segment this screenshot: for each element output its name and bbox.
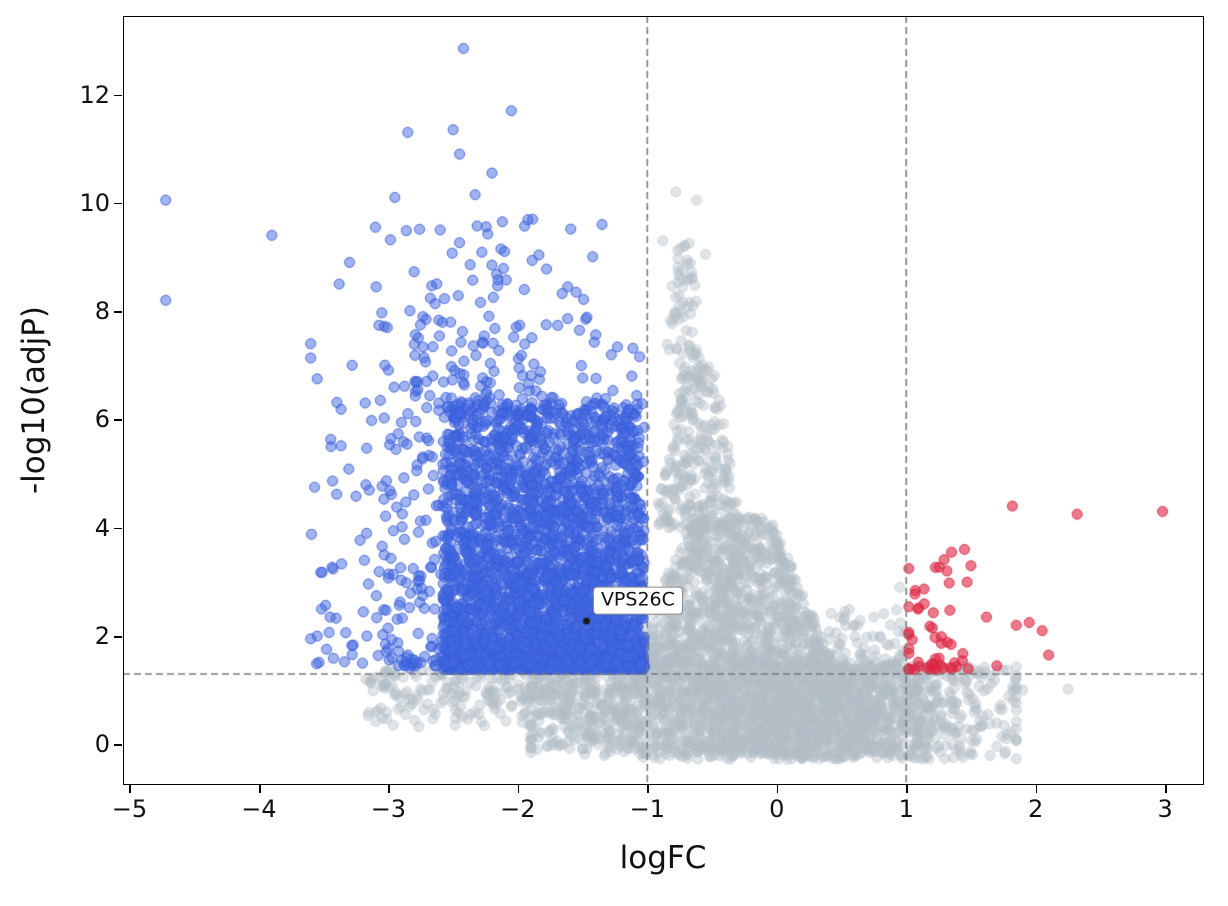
y-tick-mark [114,94,122,97]
x-tick-label: 1 [898,795,914,823]
x-tick-mark [388,785,390,793]
x-tick-label: −2 [500,795,536,823]
x-tick-mark [906,785,908,793]
y-tick-label: 0 [94,730,110,759]
x-tick-mark [258,785,261,793]
y-tick-mark [114,202,122,205]
x-tick-label: −4 [241,795,277,823]
y-tick-mark [114,636,122,638]
y-tick-mark [114,744,122,746]
x-tick-label: 0 [769,795,785,823]
gene-annotation-label: VPS26C [592,587,683,616]
x-tick-label: 2 [1028,795,1044,823]
x-tick-label: 3 [1157,795,1173,823]
y-tick-mark [114,311,122,313]
y-tick-label: 2 [94,622,110,651]
x-tick-mark [647,785,649,793]
x-tick-mark [1165,785,1167,793]
y-tick-mark [114,527,122,530]
x-axis-label: logFC [619,840,707,876]
y-tick-mark [114,419,122,422]
x-tick-label: −1 [629,795,666,823]
x-tick-mark [1035,785,1038,793]
y-tick-label: 12 [79,80,110,109]
x-tick-label: −5 [111,795,148,823]
y-tick-label: 8 [94,297,110,326]
y-tick-label: 10 [79,188,110,217]
x-tick-mark [129,785,132,793]
scatter-points-canvas [123,16,1204,785]
x-tick-mark [517,785,520,793]
x-tick-mark [776,785,779,793]
x-tick-label: −3 [370,795,407,823]
y-tick-label: 4 [94,513,110,542]
y-tick-label: 6 [94,405,110,434]
y-axis-label: -log10(adjP) [16,305,52,495]
